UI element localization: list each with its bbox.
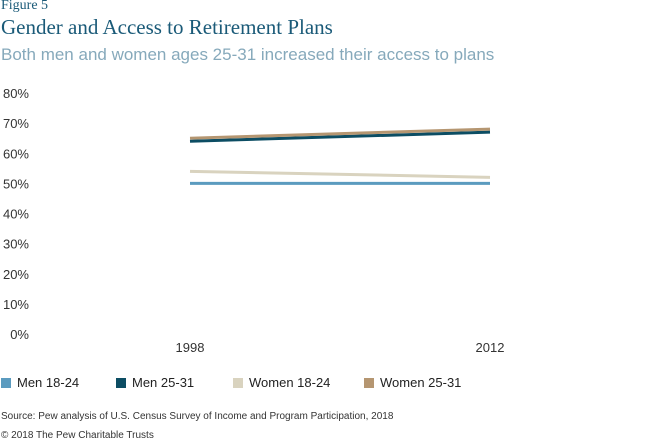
x-tick-label: 1998: [176, 340, 205, 355]
series-lines: [189, 127, 491, 185]
y-axis: 80% 70% 60% 50% 40% 30% 20% 10% 0%: [3, 86, 29, 342]
legend-label: Men 25-31: [132, 375, 195, 390]
legend-item: Men 18-24: [1, 375, 79, 390]
legend-label: Women 25-31: [380, 375, 462, 390]
y-tick-label: 30%: [3, 237, 29, 252]
legend-swatch: [116, 377, 126, 388]
x-tick-label: 2012: [476, 340, 505, 355]
line-chart: 80% 70% 60% 50% 40% 30% 20% 10% 0% 1998 2012: [3, 86, 505, 355]
legend-label: Men 18-24: [17, 375, 80, 390]
x-axis: 1998 2012: [176, 340, 505, 355]
copyright-note: © 2018 The Pew Charitable Trusts: [1, 430, 154, 441]
legend-swatch: [1, 377, 11, 388]
figure-label: Figure 5: [1, 0, 49, 13]
y-tick-label: 80%: [3, 86, 29, 101]
legend-item: Men 25-31: [116, 375, 194, 390]
legend-item: Women 25-31: [364, 375, 461, 390]
chart-title: Gender and Access to Retirement Plans: [1, 15, 333, 39]
y-tick-label: 60%: [3, 146, 29, 161]
legend-swatch: [233, 377, 243, 388]
y-tick-label: 70%: [3, 116, 29, 131]
legend-swatch: [364, 377, 374, 388]
y-tick-label: 0%: [10, 327, 29, 342]
legend-label: Women 18-24: [249, 375, 331, 390]
series-line-men-25-31: [189, 130, 491, 143]
y-tick-label: 10%: [3, 297, 29, 312]
series-line-women-25-31: [189, 127, 491, 140]
source-note: Source: Pew analysis of U.S. Census Surv…: [1, 411, 394, 422]
chart-subtitle: Both men and women ages 25-31 increased …: [1, 45, 495, 64]
chart-legend: Men 18-24 Men 25-31 Women 18-24 Women 25-31: [0, 375, 650, 391]
y-tick-label: 40%: [3, 207, 29, 222]
y-tick-label: 20%: [3, 267, 29, 282]
legend-item: Women 18-24: [233, 375, 330, 390]
series-line-women-18-24: [189, 169, 491, 179]
y-tick-label: 50%: [3, 176, 29, 191]
